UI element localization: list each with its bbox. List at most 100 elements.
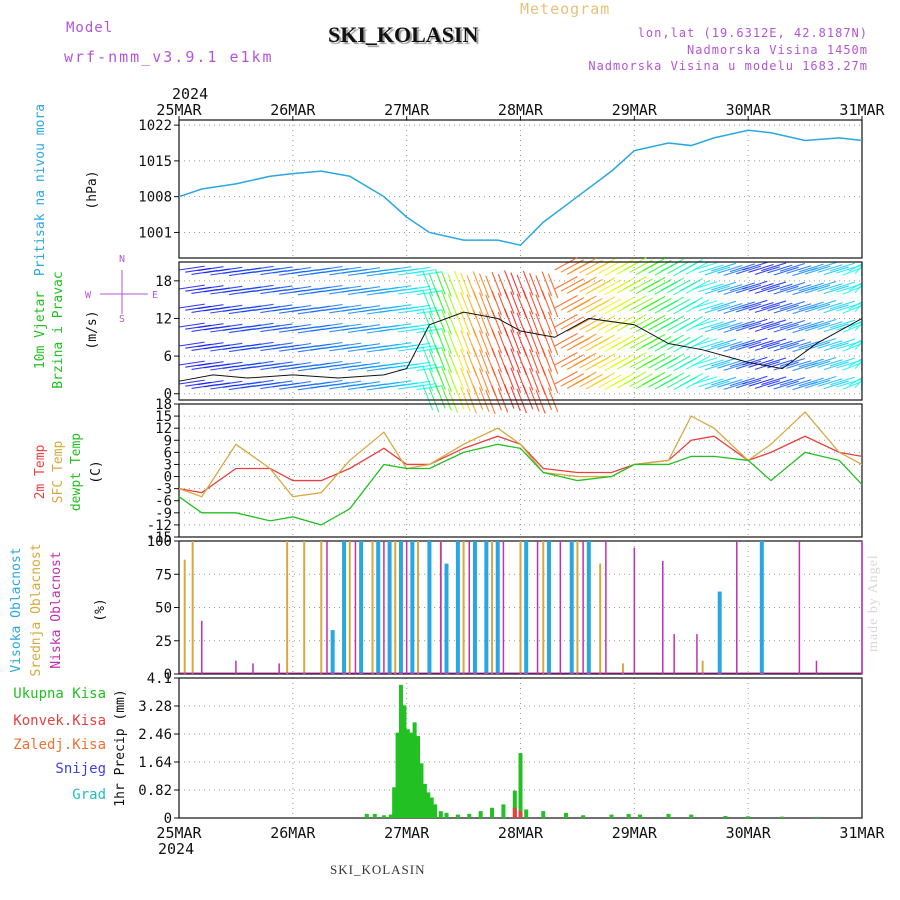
wind-barb (704, 342, 730, 352)
wind-barb (761, 319, 787, 329)
precip-bar (478, 811, 483, 818)
wind-barb (410, 344, 437, 350)
wind-barb (285, 304, 312, 310)
wind-barb (698, 321, 724, 331)
wind-barb (642, 295, 666, 310)
precip-legend-4: Grad (72, 787, 106, 803)
wind-barb (422, 271, 434, 297)
wind-barb (711, 357, 737, 367)
wind-barb (441, 367, 452, 392)
precip-bar (518, 811, 523, 818)
wind-barb (623, 333, 647, 347)
wind-barb (779, 357, 806, 367)
wind-barb (848, 339, 863, 348)
model-name: wrf-nmm_v3.9.1 e1km (64, 48, 274, 66)
precip-legend-3: Snijeg (55, 761, 106, 777)
precip-bar (541, 811, 546, 818)
top-year-label: 2024 (172, 85, 208, 103)
cloud-bar (354, 541, 357, 674)
wind-barb (704, 285, 730, 295)
ylabel-precip: 1hr Precip (mm) (113, 689, 128, 806)
wind-barb (629, 335, 653, 349)
wind-barb (247, 265, 274, 271)
wind-barb (491, 347, 502, 373)
wind-barb (854, 265, 863, 274)
wind-barb (453, 384, 465, 410)
ytick-label-cloud_cover-0: 0 (164, 667, 172, 683)
wind-barb (761, 338, 787, 348)
wind-barb (629, 316, 653, 330)
precip-bar (518, 753, 523, 818)
cloud-bar (201, 620, 203, 674)
wind-barb (285, 323, 312, 329)
ytick-label-temperature-5: 0 (164, 470, 172, 486)
wind-barb (479, 330, 490, 356)
ytick-label-wind-1: 6 (164, 349, 172, 365)
wind-barb (642, 352, 666, 367)
wind-barb (685, 280, 710, 294)
wind-barb (504, 346, 515, 371)
wind-barb (441, 348, 452, 373)
wind-barb (854, 284, 863, 293)
wind-barb (779, 338, 806, 348)
wind-barb (472, 328, 484, 353)
precip-legend-0: Ukupna Kisa (13, 686, 106, 702)
wind-barb (416, 347, 443, 353)
pressure-line (178, 129, 863, 247)
ytick-label-pressure-0: 1001 (138, 225, 172, 241)
wind-barb (748, 377, 774, 387)
wind-barb (354, 362, 381, 368)
wind-barb (773, 323, 799, 333)
wind-barb (216, 304, 243, 310)
wind-barb (316, 379, 343, 385)
wind-barb (773, 342, 799, 352)
wind-barb (610, 334, 635, 349)
wind-barb (435, 365, 446, 390)
top-date-label-6: 31MAR (839, 101, 885, 119)
ylabel-wind-unit: (m/s) (85, 310, 100, 349)
precip-bar (392, 787, 397, 818)
wind-barb (804, 360, 831, 370)
wind-barb (547, 368, 559, 394)
wind-barb (804, 284, 831, 294)
wind-barb (717, 378, 743, 388)
wind-barb (679, 354, 703, 368)
ylabel-pressure: Pritisak na nivou mora (33, 104, 48, 276)
wind-barb (779, 300, 806, 310)
precip-bar (426, 792, 431, 818)
wind-barb (698, 264, 724, 274)
cloud-bar (546, 541, 551, 674)
wind-barb (404, 266, 431, 272)
wind-barb (529, 330, 540, 355)
wind-barb (742, 318, 768, 328)
wind-barb (178, 322, 205, 328)
cloud-bar (326, 541, 328, 674)
wind-barb (736, 322, 762, 332)
precip-bar (419, 763, 424, 818)
wind-barb (660, 277, 685, 291)
wind-barb (629, 278, 653, 292)
ytick-label-pressure-1: 1008 (138, 190, 172, 206)
wind-barb (742, 299, 768, 309)
precip-bar (780, 816, 785, 818)
wind-barb (435, 346, 446, 371)
wind-barb (698, 378, 724, 388)
wind-barb (491, 290, 502, 316)
bottom-date-label-6: 31MAR (839, 824, 885, 842)
wind-barb (485, 389, 496, 415)
cloud-bar (696, 634, 698, 674)
cloud-bar (394, 541, 397, 674)
wind-barb (541, 328, 553, 354)
ytick-label-temperature-6: 3 (164, 457, 172, 473)
wind-barb (510, 348, 521, 374)
wind-barb (591, 296, 616, 310)
precip-bar (422, 783, 427, 818)
wind-barb (823, 380, 849, 390)
cloud-bar (320, 541, 323, 674)
wind-barb (504, 365, 515, 390)
wind-barb (335, 266, 362, 272)
cloud-bar (376, 541, 381, 674)
wind-barb (197, 380, 224, 386)
wind-barb (266, 342, 293, 348)
precip-bar (490, 807, 495, 818)
